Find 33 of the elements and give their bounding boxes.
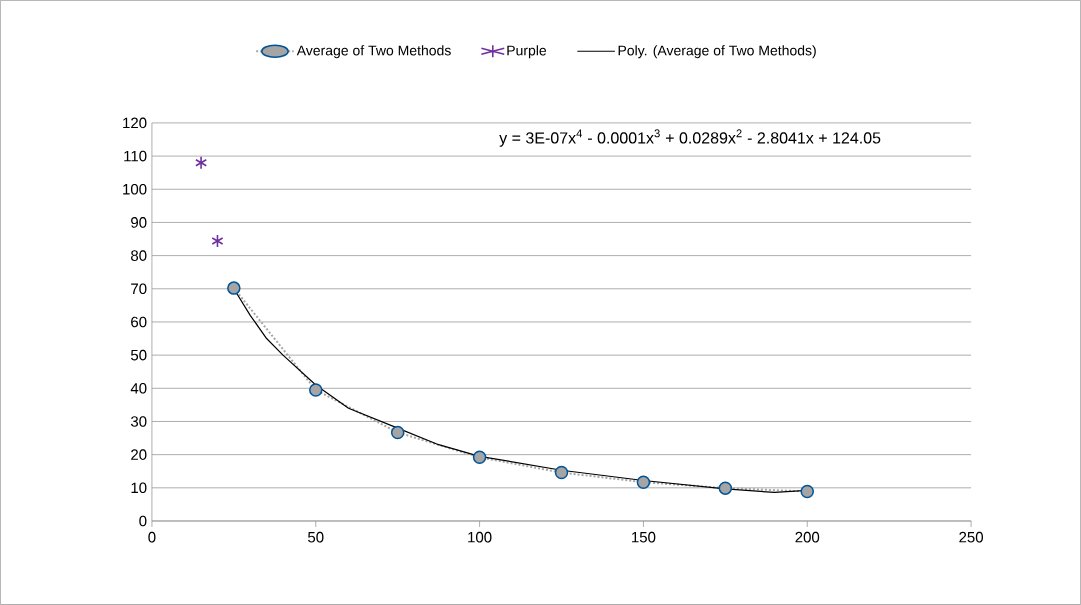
y-tick-label: 30: [130, 416, 147, 427]
x-tick-label: 50: [308, 531, 324, 543]
y-tick-label: 110: [124, 150, 147, 162]
y-tick-label: 60: [131, 316, 147, 328]
y-tick-label: 0: [139, 515, 147, 527]
point: [554, 465, 569, 480]
point: [211, 234, 224, 248]
y-tick-label: 20: [131, 449, 147, 460]
point: [227, 281, 241, 295]
y-tick-label: 10: [131, 482, 147, 494]
point: [309, 383, 323, 397]
x-tick-label: 100: [468, 531, 492, 543]
x-tick-label: 200: [795, 531, 820, 543]
point: [800, 484, 815, 499]
point: [195, 155, 208, 170]
legend-label: Purple: [507, 45, 547, 59]
point: [636, 475, 651, 489]
legend-label: Average of Two Methods: [296, 45, 451, 59]
x-tick-label: 250: [959, 531, 983, 543]
annotation: y = 3E-07x$^{4}$ - 0.0001x$^{3}$ + 0.0289x$^{2}$ - 2.8041x + 124.05: [499, 129, 881, 147]
y-tick-label: 40: [130, 383, 147, 394]
point: [390, 425, 405, 440]
legend-label: Poly. (Average of Two Methods): [618, 45, 816, 59]
point: [718, 481, 733, 495]
y-tick-label: 70: [131, 283, 147, 295]
x-tick-label: 150: [632, 531, 656, 543]
y-tick-label: 80: [131, 250, 147, 261]
y-tick-label: 100: [123, 183, 147, 195]
x-tick-label: 0: [148, 531, 156, 543]
y-tick-label: 90: [131, 217, 147, 228]
point: [472, 450, 487, 465]
y-tick-label: 50: [130, 349, 147, 361]
y-tick-label: 120: [123, 117, 147, 129]
